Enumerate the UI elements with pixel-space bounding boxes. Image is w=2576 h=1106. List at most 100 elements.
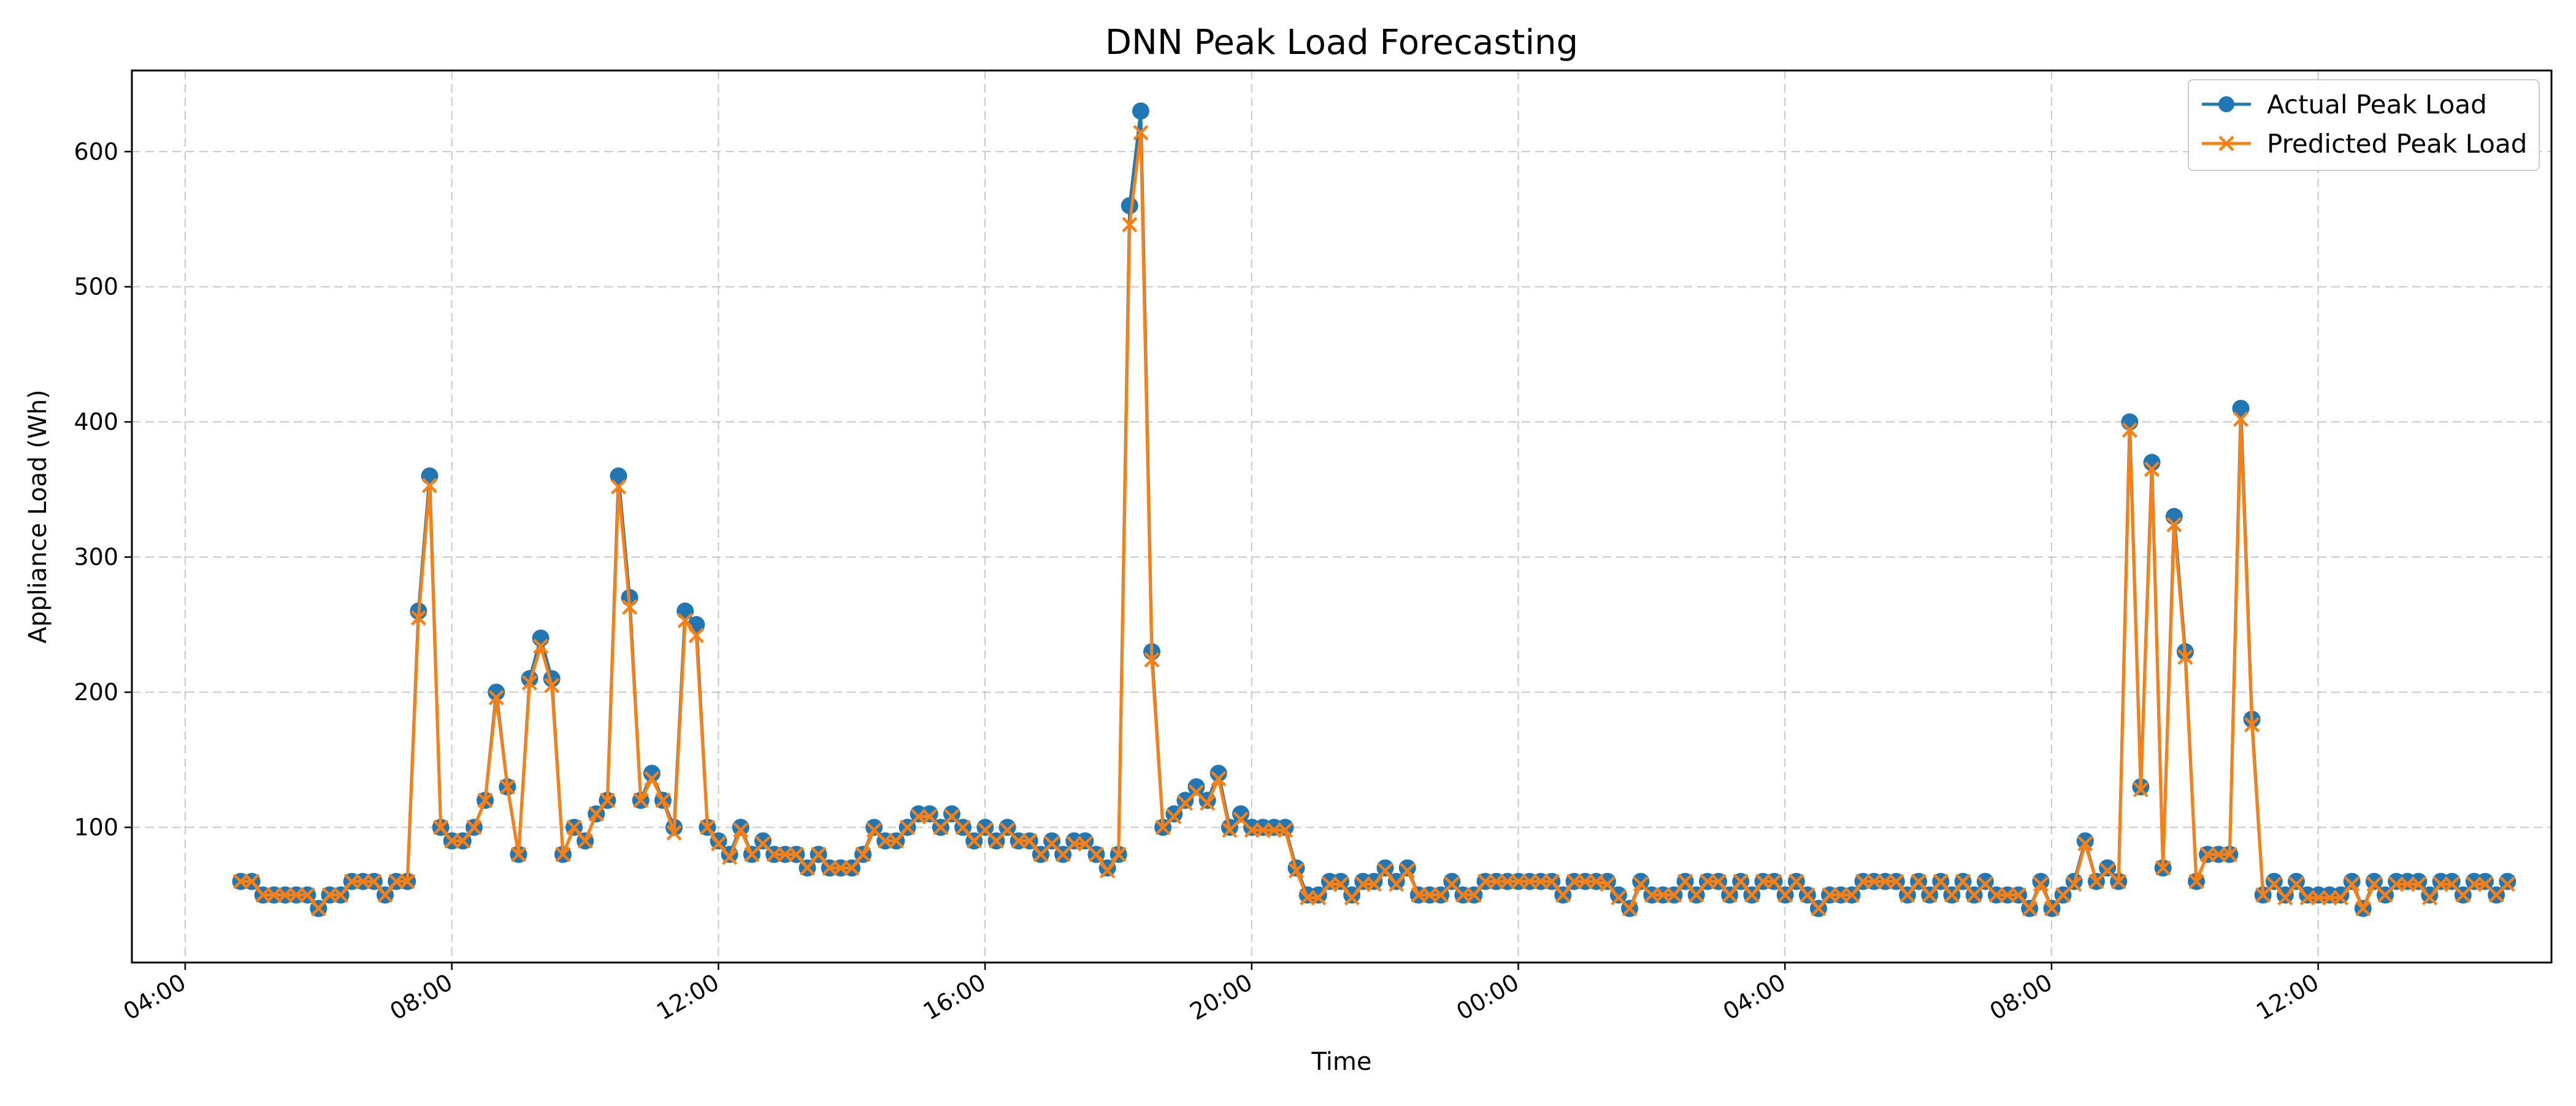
data-point [810,847,827,863]
data-point [2110,874,2126,890]
data-point [1788,874,1804,890]
legend-box [2188,79,2540,171]
data-point [1755,874,1771,890]
data-point [466,819,482,836]
data-point [2033,876,2049,892]
data-point [610,479,627,495]
data-point [455,833,471,849]
y-tick-label: 600 [74,138,118,165]
data-point [1976,872,1994,890]
data-point [799,860,816,876]
data-point [388,874,404,890]
data-point [1777,887,1793,903]
data-point [410,610,426,626]
y-tick-label: 300 [74,544,118,571]
x-axis-label: Time [1311,1048,1372,1076]
data-point [299,887,315,903]
data-point [1833,887,1849,903]
data-point [1566,874,1582,890]
data-point [2133,782,2149,798]
data-point [1955,874,1971,890]
data-point [544,677,560,693]
data-point [2099,859,2117,877]
y-tick-label: 500 [74,273,118,300]
data-point [1533,874,1549,890]
data-point [477,792,493,809]
data-point [1377,863,1393,879]
data-point [1477,874,1493,890]
series-layer [232,102,2517,917]
data-point [1988,887,2004,903]
data-point [2066,876,2082,892]
data-point [488,690,504,706]
data-point [1398,859,1416,877]
data-point [332,887,349,903]
data-point [2044,901,2060,917]
data-point [1255,822,1271,838]
data-point [2343,872,2361,890]
data-point [1555,887,1571,903]
data-point [1144,652,1160,668]
data-point [1322,876,1338,892]
data-point [2399,876,2415,892]
data-point [1877,874,1893,890]
data-point [1388,876,1405,892]
data-point [2499,876,2515,892]
data-point [855,847,871,863]
data-point [2288,872,2305,890]
data-point [1666,887,1682,903]
data-point [1622,901,1638,917]
data-point [2199,847,2215,863]
data-point [2421,890,2438,906]
data-point [2265,872,2283,890]
data-point [1333,876,1349,892]
data-point [2477,872,2494,890]
data-point [655,792,671,809]
data-point [1500,874,1516,890]
data-point [1632,872,1650,890]
data-point [1733,874,1749,890]
data-point [432,819,449,836]
data-point [577,833,593,849]
data-point [1300,890,1316,906]
legend: Actual Peak Load Predicted Peak Load [2188,79,2540,171]
data-point [1800,887,1815,903]
data-point [777,847,793,863]
data-point [666,825,682,841]
data-point [266,887,282,903]
data-point [1244,822,1260,838]
data-point [2233,411,2249,427]
data-point [2232,400,2250,418]
data-point [865,818,883,836]
data-point [643,765,661,782]
data-point [2177,649,2193,665]
data-point [1209,765,1227,782]
data-point [488,684,505,701]
data-point [1689,887,1704,903]
data-point [2210,847,2226,863]
data-point [399,874,415,890]
data-point [1277,822,1294,838]
data-point [844,860,860,876]
data-point [510,847,526,863]
data-point [1176,791,1194,809]
data-point [355,874,371,890]
data-point [1422,887,1438,903]
data-point [1922,887,1938,903]
data-point [2188,874,2204,890]
data-point [1855,874,1871,890]
data-point [1411,887,1427,903]
data-point [976,818,994,836]
data-point [1677,874,1693,890]
data-point [722,849,738,865]
data-point [2032,872,2050,890]
data-point [1366,876,1382,892]
data-point [421,467,439,485]
data-point [2388,876,2404,892]
data-point [2288,876,2304,892]
data-point [366,874,382,890]
data-point [1311,890,1327,906]
data-point [2076,832,2094,850]
